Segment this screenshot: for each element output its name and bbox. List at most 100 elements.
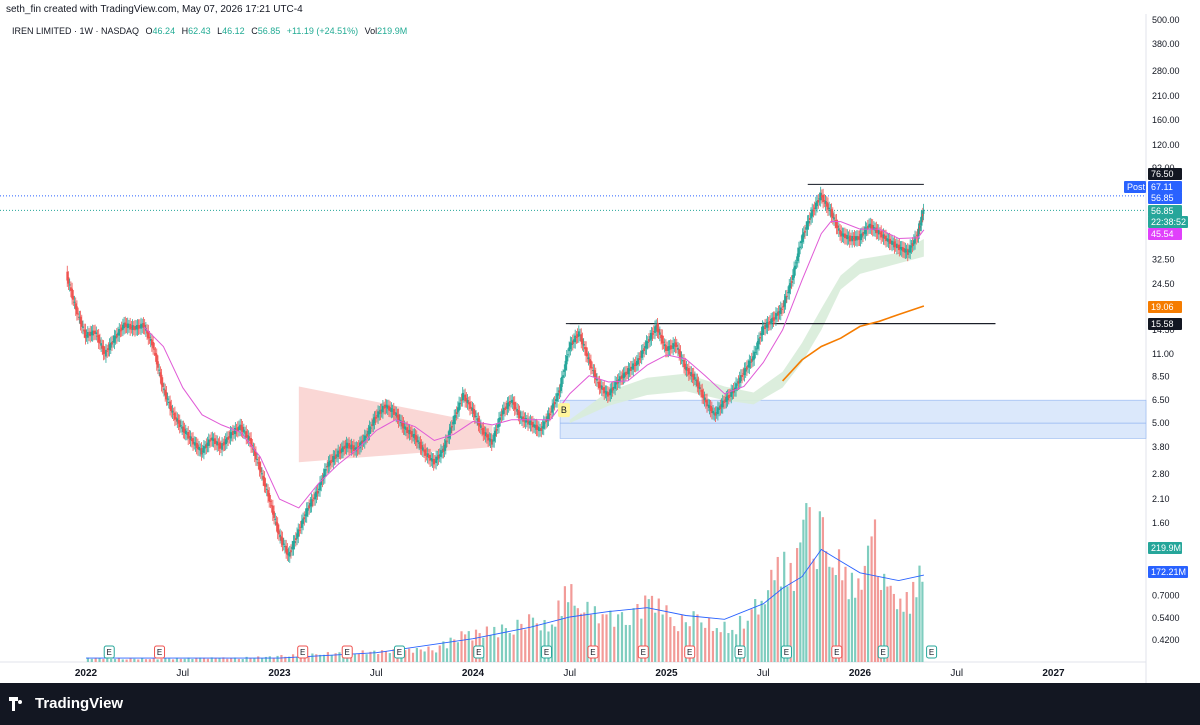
candle-body (876, 229, 879, 233)
candle-body (117, 332, 119, 336)
candle-body (714, 412, 717, 416)
candle-body (404, 428, 407, 430)
candle-body (794, 265, 797, 270)
footer-bar: TradingView (0, 683, 1200, 725)
time-axis-label: 2026 (849, 668, 872, 679)
price-axis-label: 0.7000 (1152, 590, 1180, 600)
candle-body (244, 432, 246, 434)
candle-body (664, 345, 667, 351)
candle-body (469, 401, 471, 410)
candle-body (342, 446, 344, 452)
candle-body (419, 441, 422, 449)
candle-body (798, 247, 800, 257)
volume-bar (272, 657, 275, 662)
candle-body (352, 445, 355, 451)
candle-body (421, 447, 424, 451)
volume-bar (636, 603, 639, 662)
candle-body (611, 387, 614, 391)
candle-body (287, 553, 290, 556)
candle-body (769, 321, 771, 324)
volume-bar (98, 658, 101, 662)
candle-body (597, 382, 600, 384)
candle-body (351, 446, 354, 449)
volume-bar (288, 656, 291, 662)
candle-body (521, 417, 523, 420)
candle-body (78, 316, 81, 318)
volume-bar (684, 622, 687, 662)
candle-body (530, 422, 533, 426)
candle-body (805, 227, 808, 230)
candle-body (500, 414, 503, 416)
candle-body (704, 399, 707, 403)
candle-body (515, 407, 517, 409)
candle-body (835, 219, 838, 228)
candle-body (277, 530, 280, 535)
candle-body (581, 338, 584, 345)
candle-body (900, 246, 903, 251)
volume-bar (757, 614, 760, 662)
candle-body (228, 436, 231, 438)
candle-body (694, 377, 696, 379)
volume-bar (164, 658, 167, 662)
volume-bar (624, 624, 627, 662)
volume-bar (560, 616, 563, 662)
volume-value: 219.9M (377, 26, 408, 36)
price-axis-label: 24.50 (1152, 279, 1175, 289)
candle-body (492, 440, 494, 442)
candle-body (121, 324, 124, 330)
candle-body (920, 216, 923, 225)
candle-body (454, 415, 457, 418)
price-tag (1148, 301, 1182, 313)
volume-bar (609, 610, 612, 662)
tradingview-logo[interactable]: TradingView (9, 695, 123, 712)
price-axis-label: 160.00 (1152, 115, 1180, 125)
earnings-marker (341, 645, 353, 659)
price-tag (1148, 216, 1188, 228)
candle-body (496, 424, 499, 428)
candle-body (642, 349, 644, 354)
volume-bar (129, 658, 132, 662)
time-axis-label: Jul (757, 668, 770, 679)
volume-bar (535, 623, 538, 662)
candle-body (868, 224, 870, 228)
candle-body (136, 325, 139, 330)
price-chart[interactable]: 500.00380.00280.00210.00160.00120.0092.0… (0, 0, 1200, 683)
symbol-name[interactable]: IREN LIMITED · 1W · NASDAQ (12, 26, 140, 36)
candle-body (782, 306, 785, 308)
volume-bar (230, 657, 233, 662)
price-tag (1148, 318, 1182, 330)
candle-body (804, 230, 806, 233)
candle-body (276, 523, 279, 533)
change-value: +11.19 (+24.51%) (286, 26, 359, 36)
volume-bar (460, 631, 463, 662)
candle-body (606, 392, 609, 397)
candle-body (140, 323, 142, 329)
candle-body (821, 195, 823, 198)
credit-text: seth_fin created with TradingView.com, M… (6, 4, 303, 15)
candle-body (317, 488, 320, 491)
earnings-marker (877, 645, 889, 659)
volume-bar (808, 507, 811, 662)
volume-bar (133, 658, 136, 662)
price-tag (1148, 542, 1182, 554)
candle-body (756, 340, 759, 349)
candle-body (163, 388, 165, 391)
candle-body (573, 339, 575, 342)
candle-body (918, 226, 921, 233)
volume-bar (841, 580, 844, 662)
price-tag-label: 172.21M (1151, 567, 1186, 577)
candle-body (431, 459, 434, 462)
candle-body (806, 221, 809, 230)
candle-body (662, 341, 665, 343)
candle-body (785, 295, 788, 297)
candle-body (819, 192, 822, 201)
low-label: L (217, 26, 223, 36)
candle-body (859, 234, 862, 241)
candle-body (368, 426, 371, 434)
candle-body (742, 373, 745, 375)
candle-body (762, 327, 765, 329)
candle-body (527, 418, 529, 425)
candle-body (253, 449, 256, 456)
volume-bar (464, 634, 467, 662)
volume-bar (500, 624, 504, 662)
